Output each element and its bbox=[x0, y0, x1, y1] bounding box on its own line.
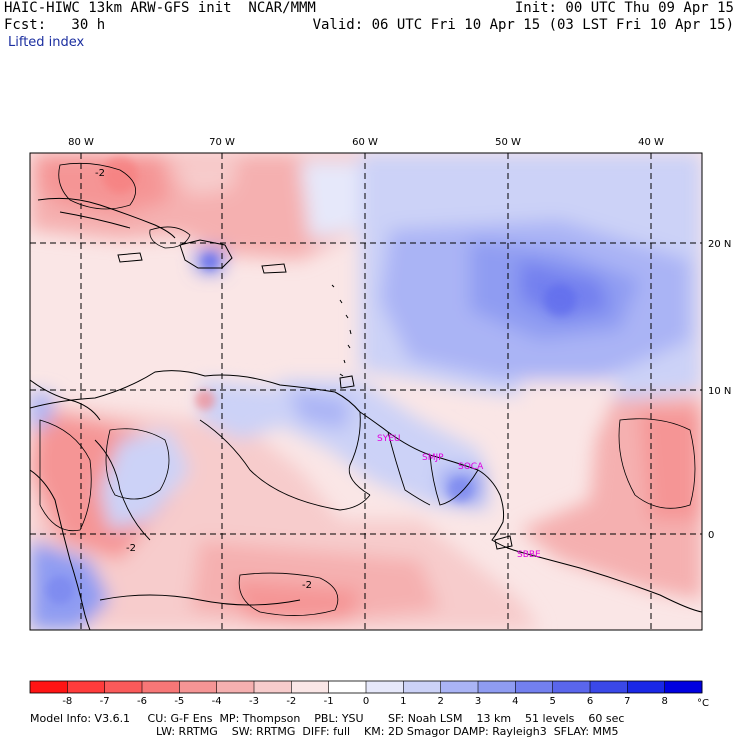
colorbar-tick-label: -7 bbox=[100, 696, 110, 707]
lat-label-10n: 10 N bbox=[708, 386, 731, 397]
colorbar-tick-label: -1 bbox=[324, 696, 334, 707]
lat-label-20n: 20 N bbox=[708, 239, 731, 250]
colorbar-tick-label: 5 bbox=[549, 696, 555, 707]
colorbar-tick-label: 1 bbox=[400, 696, 406, 707]
colorbar-swatch bbox=[67, 681, 106, 693]
contour-label: -2 bbox=[126, 543, 136, 554]
colorbar-tick-label: 4 bbox=[512, 696, 518, 707]
colorbar-swatch bbox=[291, 681, 330, 693]
colorbar-tick-label: 6 bbox=[587, 696, 593, 707]
lon-label-80w: 80 W bbox=[68, 137, 94, 148]
lat-lon-grid bbox=[30, 153, 702, 630]
lon-label-50w: 50 W bbox=[495, 137, 521, 148]
colorbar-unit: °C bbox=[697, 698, 709, 709]
contour-label: -2 bbox=[302, 580, 312, 591]
colorbar-swatch bbox=[403, 681, 442, 693]
station-label-soca: SOCA bbox=[458, 462, 484, 472]
colorbar-swatch bbox=[328, 681, 367, 693]
lifted-index-field bbox=[30, 153, 702, 630]
field-name: Lifted index bbox=[8, 35, 85, 50]
colorbar-swatch bbox=[664, 681, 703, 693]
header-valid-time: Valid: 06 UTC Fri 10 Apr 15 (03 LST Fri … bbox=[312, 17, 734, 33]
colorbar-swatch bbox=[216, 681, 255, 693]
station-label-sbbe: SBBE bbox=[517, 550, 541, 560]
colorbar-tick-label: -4 bbox=[212, 696, 222, 707]
model-info-line-2: LW: RRTMG SW: RRTMG DIFF: full KM: 2D Sm… bbox=[156, 725, 619, 738]
contour-label: -2 bbox=[95, 168, 105, 179]
lon-label-60w: 60 W bbox=[352, 137, 378, 148]
header-init-time: Init: 00 UTC Thu 09 Apr 15 bbox=[514, 0, 734, 16]
lon-label-70w: 70 W bbox=[209, 137, 235, 148]
map-frame bbox=[29, 152, 703, 631]
colorbar-swatch bbox=[254, 681, 292, 693]
colorbar-swatch bbox=[104, 681, 143, 693]
header-forecast-hour: Fcst: 30 h bbox=[4, 17, 106, 33]
colorbar-swatch bbox=[478, 681, 516, 693]
colorbar-tick-label: -8 bbox=[62, 696, 72, 707]
colorbar-tick-label: -5 bbox=[174, 696, 184, 707]
colorbar-tick-label: -6 bbox=[137, 696, 147, 707]
colorbar-swatch bbox=[515, 681, 554, 693]
header-title: HAIC-HIWC 13km ARW-GFS init NCAR/MMM bbox=[4, 0, 316, 16]
contours-minus-2 bbox=[39, 162, 696, 616]
colorbar-tick-label: -2 bbox=[286, 696, 296, 707]
colorbar-tick-label: 0 bbox=[363, 696, 369, 707]
colorbar-tick-label: -3 bbox=[249, 696, 259, 707]
colorbar-tick-label: 2 bbox=[437, 696, 443, 707]
colorbar: -8 -7 -6 -5 -4 -3 -2 -1 0 1 2 3 4 5 6 7 8 bbox=[29, 680, 703, 707]
station-label-smjp: SMJP bbox=[422, 453, 444, 463]
colorbar-swatch bbox=[552, 681, 591, 693]
colorbar-swatch bbox=[440, 681, 479, 693]
colorbar-swatch bbox=[30, 681, 68, 693]
lat-label-0: 0 bbox=[708, 530, 714, 541]
model-info-line-1: Model Info: V3.6.1 CU: G-F Ens MP: Thomp… bbox=[30, 712, 625, 725]
colorbar-swatch bbox=[179, 681, 218, 693]
colorbar-swatch bbox=[590, 681, 628, 693]
colorbar-tick-label: 7 bbox=[624, 696, 630, 707]
lon-label-40w: 40 W bbox=[638, 137, 664, 148]
colorbar-tick-label: 3 bbox=[475, 696, 481, 707]
colorbar-tick-label: 8 bbox=[661, 696, 667, 707]
colorbar-swatch bbox=[627, 681, 666, 693]
colorbar-swatch bbox=[142, 681, 180, 693]
colorbar-swatch bbox=[366, 681, 404, 693]
station-label-syeu: SYEU bbox=[377, 434, 400, 444]
coastlines bbox=[30, 197, 702, 630]
